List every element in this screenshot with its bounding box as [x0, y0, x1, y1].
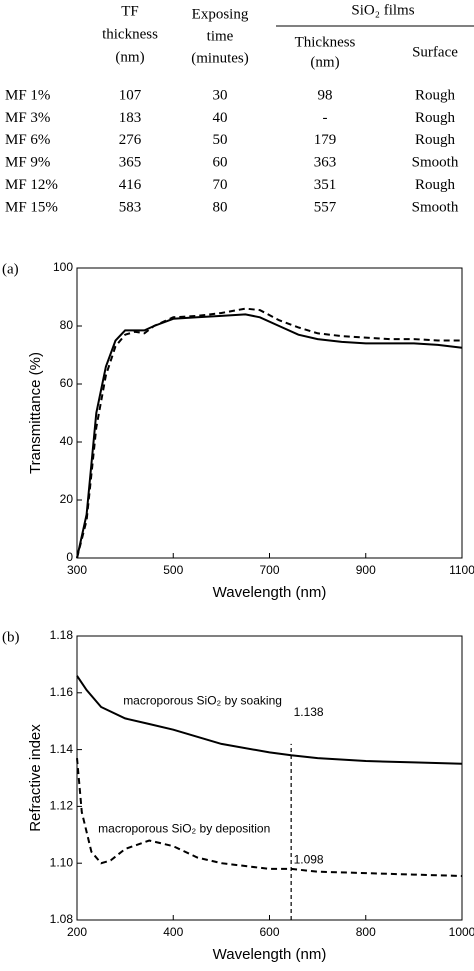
x-tick-label: 800 [356, 925, 376, 939]
table-cell: 351 [314, 177, 337, 193]
y-tick-label: 40 [60, 434, 74, 448]
table-cell: 98 [318, 87, 333, 103]
table-cell: MF 12% [5, 177, 58, 193]
table-cell: - [323, 110, 328, 126]
table-cell: 60 [213, 155, 228, 171]
header-text: (minutes) [191, 50, 249, 66]
annotation: 1.138 [294, 705, 324, 719]
x-tick-label: 200 [67, 925, 87, 939]
table-cell: 80 [213, 199, 228, 215]
table-cell: 107 [119, 87, 142, 103]
table-cell: MF 6% [5, 132, 50, 148]
header-text: (nm) [115, 49, 144, 65]
panel-label: (b) [2, 629, 20, 645]
table-cell: MF 15% [5, 199, 58, 215]
table-cell: 183 [119, 110, 142, 126]
table-cell: 557 [314, 199, 337, 215]
y-tick-label: 100 [53, 260, 73, 274]
header-text: Surface [412, 44, 458, 60]
x-tick-label: 1000 [449, 925, 474, 939]
table-cell: 276 [119, 132, 142, 148]
annotation: 1.098 [294, 853, 324, 867]
header-text: TF [121, 3, 139, 19]
table-cell: MF 9% [5, 155, 50, 171]
panel-label: (a) [2, 261, 19, 277]
plot-frame [76, 635, 463, 921]
table-cell: 70 [213, 177, 228, 193]
table-cell: Rough [415, 132, 456, 148]
series-line [76, 675, 463, 765]
table-cell: 416 [119, 177, 142, 193]
x-tick-label: 1100 [449, 563, 474, 577]
x-tick-label: 900 [356, 563, 376, 577]
y-tick-label: 1.12 [50, 799, 74, 813]
table-cell: Rough [415, 177, 456, 193]
table-cell: 363 [314, 155, 337, 171]
table-cell: 30 [213, 87, 228, 103]
table-cell: 40 [213, 110, 228, 126]
series-line [76, 307, 462, 559]
y-axis-title: Refractive index [27, 724, 44, 832]
header-text: Exposing [192, 6, 249, 22]
x-tick-label: 600 [259, 925, 279, 939]
annotation: macroporous SiO₂ by deposition [98, 821, 270, 835]
table-cell: Rough [415, 110, 456, 126]
header-text: time [207, 28, 234, 44]
y-tick-label: 1.18 [50, 628, 74, 642]
y-tick-label: 1.14 [50, 742, 74, 756]
y-tick-label: 1.16 [50, 685, 74, 699]
annotation: macroporous SiO₂ by soaking [123, 693, 282, 707]
y-tick-label: 80 [60, 318, 74, 332]
header-text: (nm) [310, 54, 339, 70]
y-axis-title: Transmittance (%) [27, 352, 44, 474]
header-text: thickness [102, 26, 158, 42]
y-tick-label: 1.08 [50, 912, 74, 926]
y-tick-label: 0 [66, 550, 73, 564]
table-cell: 583 [119, 199, 142, 215]
table-cell: MF 1% [5, 87, 50, 103]
x-axis-title: Wavelength (nm) [213, 584, 327, 601]
plot-frame [76, 267, 463, 559]
table-cell: 179 [314, 132, 337, 148]
x-tick-label: 300 [67, 563, 87, 577]
table-cell: Smooth [412, 199, 459, 215]
table-cell: MF 3% [5, 110, 50, 126]
x-axis-title: Wavelength (nm) [213, 946, 327, 963]
x-tick-label: 500 [163, 563, 183, 577]
series-line [76, 758, 463, 877]
header-group: SiO₂ films [351, 2, 414, 18]
table-cell: 50 [213, 132, 228, 148]
y-tick-label: 60 [60, 376, 74, 390]
y-tick-label: 1.10 [50, 855, 74, 869]
table-cell: 365 [119, 155, 142, 171]
table-cell: Smooth [412, 155, 459, 171]
x-tick-label: 700 [259, 563, 279, 577]
y-tick-label: 20 [60, 492, 74, 506]
series-line [76, 313, 463, 559]
table-cell: Rough [415, 87, 456, 103]
header-text: Thickness [295, 34, 356, 50]
x-tick-label: 400 [163, 925, 183, 939]
